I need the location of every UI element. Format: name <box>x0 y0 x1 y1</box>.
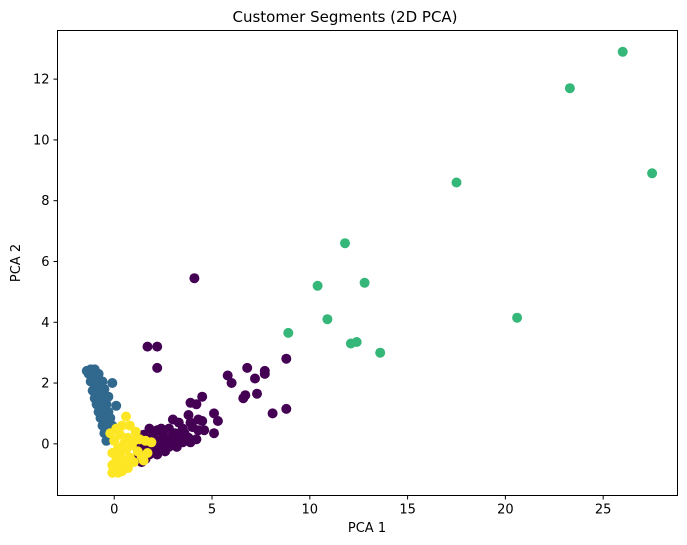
data-point-cluster-0 <box>160 446 171 457</box>
data-point-cluster-0 <box>152 449 163 460</box>
x-tick-label: 25 <box>595 503 612 518</box>
data-point-cluster-3 <box>113 467 124 478</box>
data-point-cluster-0 <box>250 373 260 384</box>
data-point-cluster-0 <box>242 362 253 373</box>
data-point-cluster-0 <box>252 388 262 399</box>
data-point-cluster-0 <box>209 408 219 419</box>
data-point-cluster-0 <box>193 425 204 436</box>
data-point-cluster-0 <box>189 273 200 284</box>
data-point-cluster-2 <box>564 83 575 94</box>
data-point-cluster-0 <box>142 341 153 352</box>
chart-title: Customer Segments (2D PCA) <box>232 8 457 26</box>
x-tick-label: 5 <box>208 503 216 518</box>
data-point-cluster-2 <box>359 277 370 288</box>
x-axis-label: PCA 1 <box>348 521 386 536</box>
data-point-cluster-2 <box>322 314 333 325</box>
data-point-cluster-3 <box>109 435 120 446</box>
data-point-cluster-1 <box>101 435 112 446</box>
data-point-cluster-0 <box>238 393 249 404</box>
data-point-cluster-3 <box>121 411 131 422</box>
y-tick-label: 2 <box>41 377 49 392</box>
data-point-cluster-3 <box>107 448 118 458</box>
data-point-cluster-2 <box>340 238 350 249</box>
plot-frame <box>57 30 678 496</box>
y-tick-label: 8 <box>41 194 49 209</box>
data-point-cluster-0 <box>222 370 233 381</box>
x-tick-label: 10 <box>302 503 319 518</box>
data-point-cluster-0 <box>185 437 196 448</box>
data-point-cluster-0 <box>152 341 163 352</box>
data-point-cluster-0 <box>226 378 237 388</box>
data-point-cluster-2 <box>375 347 386 358</box>
data-point-cluster-0 <box>209 428 219 439</box>
data-point-cluster-0 <box>212 416 223 426</box>
data-point-cluster-3 <box>138 455 149 466</box>
data-point-cluster-3 <box>130 426 141 437</box>
data-point-cluster-2 <box>451 177 462 188</box>
data-point-cluster-0 <box>185 397 196 408</box>
data-point-cluster-2 <box>647 168 658 179</box>
data-point-cluster-3 <box>142 448 153 458</box>
x-axis: 0 5 10 15 20 25 <box>110 495 612 518</box>
data-point-cluster-0 <box>281 403 292 414</box>
data-point-cluster-0 <box>259 368 270 379</box>
data-point-cluster-2 <box>512 312 523 323</box>
y-tick-label: 4 <box>41 316 49 331</box>
x-tick-label: 0 <box>110 503 118 518</box>
x-tick-label: 15 <box>399 503 416 518</box>
data-point-cluster-1 <box>111 400 122 411</box>
y-tick-label: 0 <box>41 437 49 452</box>
y-axis: 0 2 4 6 8 10 12 <box>33 73 58 452</box>
data-point-cluster-2 <box>617 46 628 57</box>
data-point-cluster-3 <box>146 437 157 448</box>
points-layer <box>81 46 658 478</box>
data-point-cluster-0 <box>197 391 208 402</box>
data-point-cluster-2 <box>351 337 362 347</box>
data-point-cluster-2 <box>283 327 294 338</box>
data-point-cluster-3 <box>117 420 127 431</box>
data-point-cluster-0 <box>281 353 292 364</box>
data-point-cluster-1 <box>107 378 118 388</box>
data-point-cluster-0 <box>197 416 208 426</box>
data-point-cluster-0 <box>183 410 194 420</box>
x-tick-label: 20 <box>497 503 514 518</box>
data-point-cluster-0 <box>267 408 278 419</box>
y-axis-label: PCA 2 <box>9 244 24 282</box>
y-tick-label: 6 <box>41 255 49 270</box>
data-point-cluster-0 <box>171 441 182 452</box>
data-point-cluster-0 <box>152 362 163 373</box>
y-tick-label: 12 <box>33 73 50 88</box>
data-point-cluster-2 <box>312 280 323 291</box>
y-tick-label: 10 <box>33 133 50 148</box>
